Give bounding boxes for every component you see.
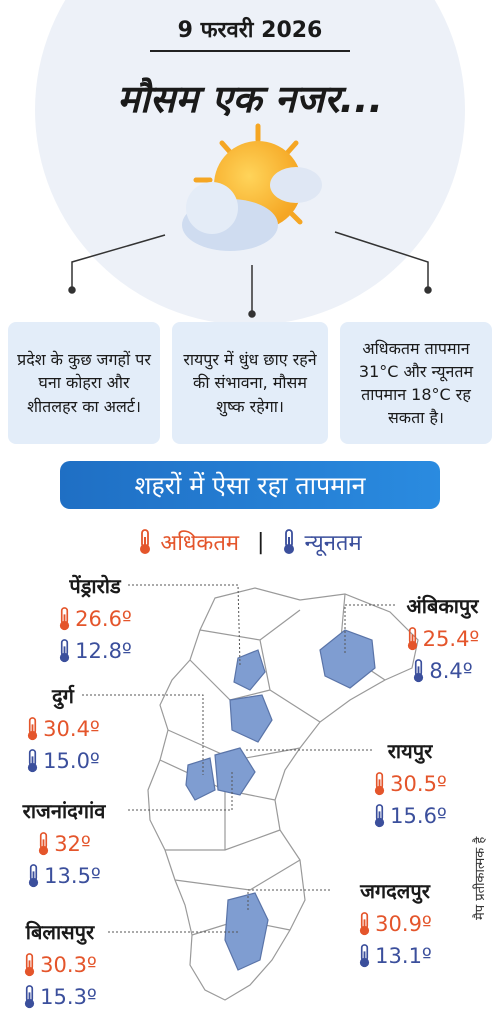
temp-row: 30.5º [373, 772, 447, 796]
info-box: अधिकतम तापमान 31°C और न्यूनतम तापमान 18°… [340, 322, 492, 444]
thermometer-icon [358, 944, 371, 968]
city-name: अंबिकापुर [406, 594, 479, 618]
temp-max: 30.3º [40, 953, 97, 977]
thermometer-icon [26, 749, 39, 773]
temp-row: 13.1º [358, 944, 432, 968]
temp-row: 26.6º [58, 607, 132, 631]
legend: अधिकतम | न्यूनतम [100, 527, 400, 557]
info-box: प्रदेश के कुछ जगहों पर घना कोहरा और शीतल… [8, 322, 160, 444]
temp-min: 15.0º [43, 749, 100, 773]
temp-row: 12.8º [58, 639, 132, 663]
city-name: जगदलपुर [360, 879, 430, 903]
city-name: दुर्ग [52, 684, 74, 708]
temp-row: 25.4º [406, 627, 480, 651]
thermometer-icon [27, 864, 40, 888]
temp-min: 15.6º [390, 804, 447, 828]
thermometer-icon [58, 639, 71, 663]
thermometer-icon [23, 985, 36, 1009]
temp-row: 30.4º [26, 717, 100, 741]
legend-separator: | [257, 529, 265, 555]
thermometer-icon [37, 832, 50, 856]
temp-row: 13.5º [27, 864, 101, 888]
temp-min: 13.5º [44, 864, 101, 888]
city-name: पेंड्रारोड [69, 574, 121, 598]
city-block: रायपुर 30.5º 15.6º [355, 737, 465, 828]
city-name: रायपुर [387, 739, 433, 763]
thermometer-icon [373, 772, 386, 796]
temp-max: 30.5º [390, 772, 447, 796]
max-icon [138, 529, 152, 555]
temp-min: 12.8º [75, 639, 132, 663]
temp-row: 15.3º [23, 985, 97, 1009]
city-block: राजनांदगांव 32º 13.5º [0, 797, 128, 888]
thermometer-icon [406, 627, 419, 651]
temp-min: 15.3º [40, 985, 97, 1009]
temp-max: 25.4º [422, 627, 480, 651]
thermometer-icon [412, 659, 425, 683]
section-banner: शहरों में ऐसा रहा तापमान [60, 461, 440, 509]
legend-min: न्यूनतम [304, 531, 362, 556]
city-name: बिलासपुर [25, 920, 95, 944]
city-block: जगदलपुर 30.9º 13.1º [330, 877, 460, 968]
city-block: अंबिकापुर 25.4º 8.4º [390, 592, 495, 683]
temp-row: 32º [37, 832, 91, 856]
min-icon [282, 529, 296, 555]
temp-max: 30.4º [43, 717, 100, 741]
temp-row: 30.9º [358, 912, 432, 936]
legend-max: अधिकतम [160, 531, 240, 556]
state-map [147, 587, 419, 1001]
city-block: दुर्ग 30.4º 15.0º [8, 682, 118, 773]
temp-max: 30.9º [375, 912, 432, 936]
thermometer-icon [358, 912, 371, 936]
temp-row: 15.6º [373, 804, 447, 828]
temp-row: 15.0º [26, 749, 100, 773]
title: मौसम एक नजर... [117, 77, 383, 121]
temp-max: 32º [54, 832, 91, 856]
date: 9 फरवरी 2026 [150, 14, 350, 52]
thermometer-icon [58, 607, 71, 631]
temp-row: 30.3º [23, 953, 97, 977]
temp-min: 13.1º [375, 944, 432, 968]
info-box: रायपुर में धुंध छाए रहने की संभावना, मौस… [172, 322, 328, 444]
map-note: मैप प्रतीकात्मक है [473, 836, 488, 920]
thermometer-icon [26, 717, 39, 741]
city-name: राजनांदगांव [22, 799, 106, 823]
city-block: पेंड्रारोड 26.6º 12.8º [40, 572, 150, 663]
connector-lines [68, 231, 432, 318]
weather-icon [182, 123, 322, 251]
thermometer-icon [373, 804, 386, 828]
temp-max: 26.6º [75, 607, 132, 631]
city-block: बिलासपुर 30.3º 15.3º [5, 918, 115, 1009]
city-pointers [82, 584, 395, 933]
thermometer-icon [23, 953, 36, 977]
temp-min: 8.4º [429, 659, 473, 683]
temp-row: 8.4º [412, 659, 473, 683]
